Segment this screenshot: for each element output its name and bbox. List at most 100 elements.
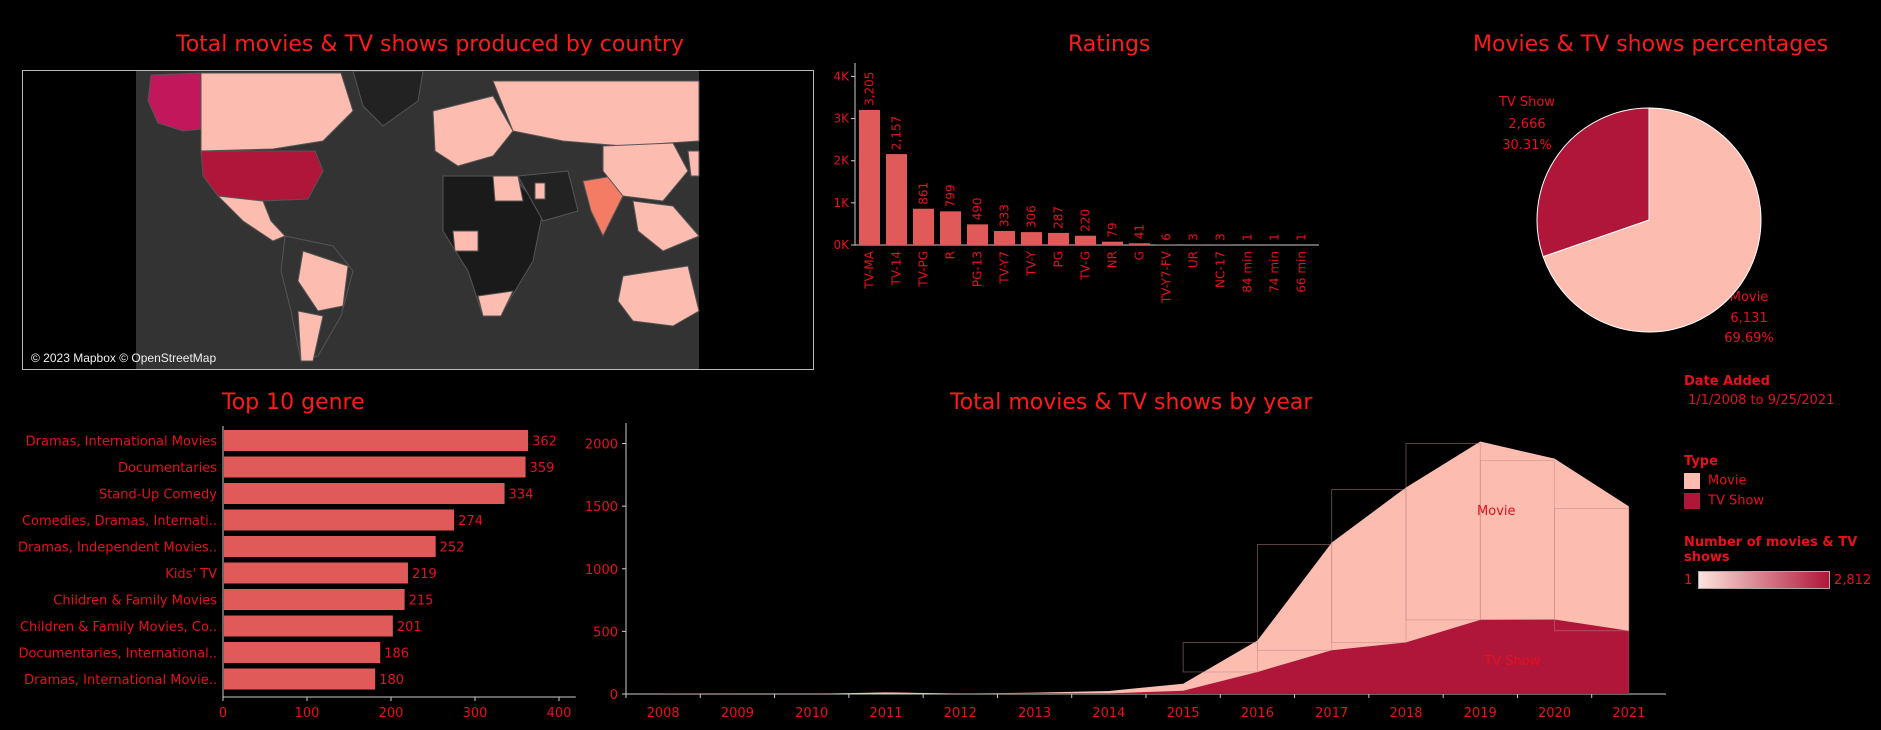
pie-tv-name: TV Show	[1498, 95, 1555, 110]
ratings-bar	[1021, 232, 1042, 245]
count-legend-min: 1	[1684, 572, 1693, 588]
ratings-y-tick-label: 3K	[833, 112, 850, 126]
ratings-category-label: TV-14	[890, 251, 904, 286]
ratings-category-label: TV-Y7	[998, 251, 1012, 285]
genre-category-label: Stand-Up Comedy	[99, 488, 217, 503]
year-y-tick-label: 1000	[585, 563, 618, 578]
ratings-category-label: TV-Y7-FV	[1160, 250, 1174, 304]
genre-bar	[224, 509, 455, 531]
southeast-asia	[632, 200, 700, 252]
ratings-category-label: TV-G	[1079, 251, 1093, 281]
ratings-value-label: 1	[1241, 233, 1255, 241]
europe	[432, 95, 514, 167]
genre-value-label: 274	[458, 514, 483, 529]
count-gradient	[1698, 571, 1830, 589]
tvshow-swatch	[1684, 493, 1700, 509]
type-legend-movie[interactable]: Movie	[1684, 473, 1764, 489]
ratings-value-label: 306	[1025, 205, 1039, 228]
ratings-category-label: G	[1133, 251, 1147, 260]
ratings-category-label: 66 min	[1295, 251, 1309, 293]
year-x-tick-label: 2008	[647, 706, 680, 721]
genre-x-tick-label: 200	[379, 706, 404, 721]
ratings-value-label: 1	[1268, 233, 1282, 241]
ratings-value-label: 3	[1214, 233, 1228, 241]
year-mark-outline	[1182, 642, 1258, 673]
ratings-value-label: 1	[1295, 233, 1309, 241]
genre-x-tick-label: 0	[219, 706, 227, 721]
year-chart: 0 500 1000 1500 2000 2008 2009 2010 2011 2012 2013…	[585, 423, 1666, 721]
pie-slice	[1536, 107, 1650, 258]
genre-bar	[224, 483, 505, 504]
year-x-tick-label: 2010	[795, 706, 828, 721]
ratings-value-label: 3	[1187, 233, 1201, 241]
genre-bar	[224, 562, 408, 584]
ratings-y-tick-label: 1K	[833, 196, 850, 210]
year-title: Total movies & TV shows by year	[950, 390, 1313, 415]
ratings-bar	[859, 109, 880, 245]
year-y-tick-label: 0	[610, 688, 618, 703]
date-filter[interactable]: Date Added 1/1/2008 to 9/25/2021	[1684, 374, 1834, 408]
year-x-tick-label: 2013	[1018, 706, 1051, 721]
country-usa	[200, 150, 324, 202]
ratings-bar	[886, 154, 907, 245]
genre-bar	[224, 589, 405, 610]
ratings-category-label: 74 min	[1268, 251, 1282, 293]
ratings-bar	[1129, 243, 1150, 245]
genre-value-label: 252	[440, 541, 465, 556]
country-australia	[617, 265, 700, 327]
movie-swatch	[1684, 473, 1700, 489]
genre-value-label: 201	[397, 620, 422, 635]
genre-category-label: Dramas, International Movie..	[24, 673, 217, 688]
ratings-category-label: TV-Y	[1025, 250, 1039, 277]
ratings-value-label: 2,157	[890, 116, 904, 150]
world-map[interactable]: © 2023 Mapbox © OpenStreetMap	[22, 70, 814, 370]
ratings-value-label: 861	[917, 182, 931, 205]
year-x-tick-label: 2009	[721, 706, 754, 721]
date-filter-range[interactable]: 1/1/2008 to 9/25/2021	[1688, 393, 1835, 408]
pie-slice	[1542, 107, 1762, 333]
year-y-tick-label: 2000	[585, 438, 618, 453]
type-legend-tv[interactable]: TV Show	[1684, 493, 1764, 509]
genre-x-tick-label: 300	[463, 706, 488, 721]
ratings-bar	[1102, 241, 1123, 245]
year-x-tick-label: 2014	[1092, 706, 1125, 721]
country-japan	[687, 150, 700, 177]
year-x-tick-label: 2021	[1612, 706, 1645, 721]
ratings-category-label: UR	[1187, 251, 1201, 268]
dashboard: Total movies & TV shows produced by coun…	[8, 8, 1873, 722]
ratings-value-label: 3,205	[863, 72, 877, 106]
ratings-value-label: 287	[1052, 206, 1066, 229]
pie-title: Movies & TV shows percentages	[1473, 32, 1829, 57]
type-legend-tv-label: TV Show	[1708, 493, 1765, 509]
pie-tv-count: 2,666	[1508, 117, 1545, 132]
year-y-tick-label: 1500	[585, 500, 618, 515]
country-argentina	[297, 310, 324, 362]
area-tv-label: TV Show	[1483, 654, 1540, 669]
year-x-tick-label: 2018	[1389, 706, 1422, 721]
map-svg	[23, 71, 813, 369]
ratings-value-label: 220	[1079, 209, 1093, 232]
year-x-tick-label: 2020	[1538, 706, 1571, 721]
ratings-chart: 0K 1K 2K 3K 4K 3,205 TV-MA 2,157 TV-14 861 TV-PG 79…	[833, 63, 1319, 304]
country-china	[602, 142, 689, 202]
genre-chart: 0 100 200 300 400 Dramas, International Movie…	[18, 426, 576, 721]
genre-bar	[224, 456, 526, 478]
ratings-y-tick-label: 4K	[833, 69, 850, 83]
area-movie-label: Movie	[1477, 504, 1515, 519]
genre-category-label: Dramas, Independent Movies..	[18, 541, 217, 556]
year-x-tick-label: 2016	[1241, 706, 1274, 721]
year-x-tick-label: 2011	[869, 706, 902, 721]
map-title: Total movies & TV shows produced by coun…	[176, 32, 684, 57]
genre-title: Top 10 genre	[222, 390, 365, 415]
genre-category-label: Kids' TV	[165, 567, 217, 582]
genre-bar	[224, 668, 376, 690]
ratings-category-label: PG	[1052, 251, 1066, 268]
ratings-bar	[940, 211, 961, 245]
map-credit: © 2023 Mapbox © OpenStreetMap	[31, 351, 217, 365]
ratings-value-label: 6	[1160, 233, 1174, 241]
ratings-category-label: NR	[1106, 251, 1120, 268]
tvshow-area	[663, 619, 1629, 694]
ratings-category-label: TV-PG	[917, 251, 931, 288]
ratings-bar	[1075, 235, 1096, 245]
pie-chart: TV Show 2,666 30.31% Movie 6,131 69.69%	[1498, 95, 1774, 346]
